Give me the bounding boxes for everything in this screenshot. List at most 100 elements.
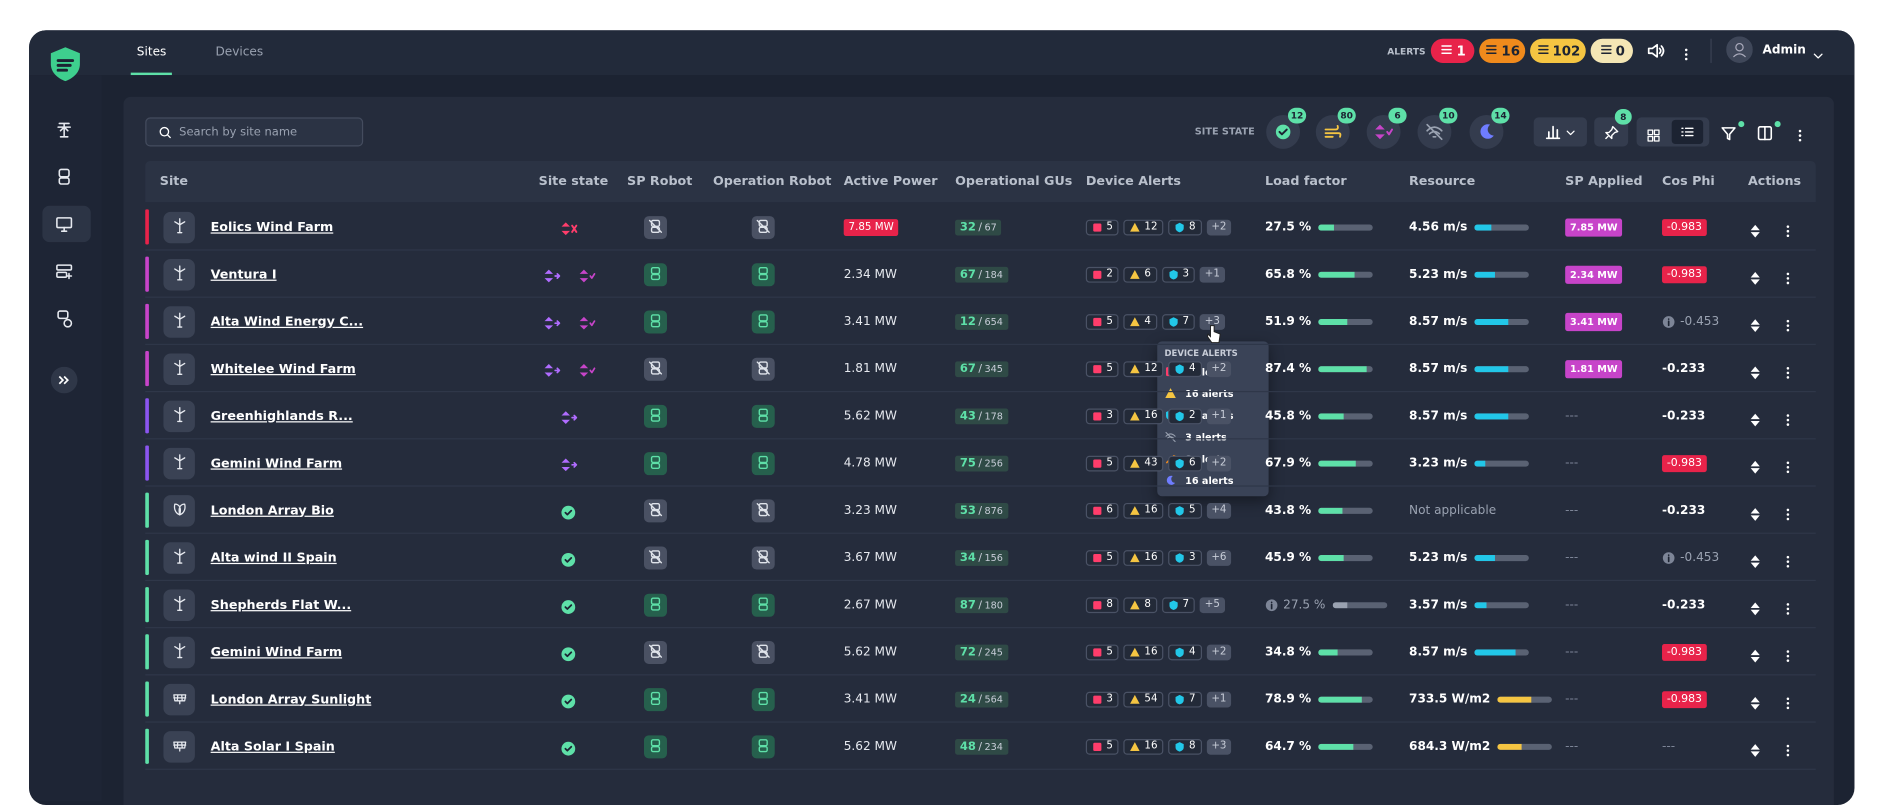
site-name[interactable]: Alta Solar I Spain bbox=[210, 739, 335, 754]
more-alerts[interactable]: +1 bbox=[1199, 266, 1225, 283]
row-menu[interactable] bbox=[1781, 739, 1796, 762]
row-menu[interactable] bbox=[1781, 361, 1796, 384]
sp-robot[interactable] bbox=[643, 404, 667, 428]
logo[interactable] bbox=[48, 46, 82, 82]
sidebar-icon[interactable] bbox=[54, 214, 73, 238]
row-menu[interactable] bbox=[1781, 503, 1796, 526]
sp-robot[interactable] bbox=[643, 640, 667, 664]
alert-badge[interactable]: 5 bbox=[1085, 360, 1120, 377]
operation-robot[interactable] bbox=[751, 545, 775, 569]
site-name[interactable]: Alta wind II Spain bbox=[210, 550, 337, 565]
site-name[interactable]: Shepherds Flat W... bbox=[210, 597, 352, 612]
sp-robot[interactable] bbox=[643, 309, 667, 333]
filter-button[interactable] bbox=[1720, 123, 1737, 146]
more-button[interactable] bbox=[1793, 125, 1808, 148]
sort-handle[interactable] bbox=[1748, 645, 1763, 668]
alert-badge[interactable]: 5 bbox=[1085, 219, 1120, 235]
more-alerts[interactable]: +2 bbox=[1206, 219, 1232, 235]
alert-badge[interactable]: 2 bbox=[1085, 266, 1120, 283]
site-name[interactable]: Gemini Wind Farm bbox=[210, 455, 343, 471]
sort-handle[interactable] bbox=[1748, 220, 1763, 243]
alert-badge[interactable]: 8 bbox=[1168, 738, 1202, 755]
alert-badge[interactable]: 4 bbox=[1123, 313, 1158, 330]
site-state-filter[interactable] bbox=[1366, 114, 1401, 149]
alert-count-badge[interactable]: 1 bbox=[1430, 38, 1475, 63]
alert-badge[interactable]: 5 bbox=[1085, 738, 1120, 755]
sidebar-icon[interactable] bbox=[54, 167, 73, 191]
alert-count-badge[interactable]: 16 bbox=[1479, 38, 1526, 63]
site-name[interactable]: Gemini Wind Farm bbox=[210, 644, 343, 660]
operation-robot[interactable] bbox=[751, 215, 775, 239]
row-menu[interactable] bbox=[1781, 267, 1796, 290]
search-box[interactable]: Search by site name bbox=[145, 117, 364, 147]
alert-badge[interactable]: 3 bbox=[1168, 549, 1202, 566]
grid-view[interactable] bbox=[1646, 125, 1661, 148]
operation-robot[interactable] bbox=[751, 357, 775, 381]
sp-robot[interactable] bbox=[643, 262, 667, 286]
row-menu[interactable] bbox=[1781, 409, 1796, 432]
site-name[interactable]: Eolics Wind Farm bbox=[210, 219, 334, 235]
row-menu[interactable] bbox=[1781, 314, 1796, 337]
operation-robot[interactable] bbox=[751, 262, 775, 286]
sort-handle[interactable] bbox=[1748, 409, 1763, 432]
alert-badge[interactable]: 12 bbox=[1123, 219, 1164, 235]
alert-badge[interactable]: 5 bbox=[1085, 313, 1120, 330]
operation-robot[interactable] bbox=[751, 309, 775, 333]
sidebar-icon[interactable] bbox=[54, 120, 73, 144]
columns-button[interactable] bbox=[1756, 123, 1773, 146]
sp-robot[interactable] bbox=[643, 215, 667, 239]
alert-badge[interactable]: 3 bbox=[1085, 407, 1120, 424]
alert-badge[interactable]: 7 bbox=[1161, 596, 1196, 613]
alert-badge[interactable]: 6 bbox=[1123, 266, 1158, 283]
alert-badge[interactable]: 4 bbox=[1168, 643, 1202, 660]
sort-handle[interactable] bbox=[1748, 314, 1763, 337]
site-name[interactable]: Greenhighlands R... bbox=[210, 408, 353, 424]
menu-button[interactable] bbox=[1679, 44, 1694, 67]
alert-badge[interactable]: 8 bbox=[1123, 596, 1158, 613]
sp-robot[interactable] bbox=[643, 734, 667, 758]
sidebar-icon[interactable] bbox=[54, 309, 73, 333]
alert-badge[interactable]: 16 bbox=[1123, 643, 1164, 660]
sort-handle[interactable] bbox=[1748, 550, 1763, 573]
sp-robot[interactable] bbox=[643, 357, 667, 381]
more-alerts[interactable]: +2 bbox=[1206, 360, 1232, 377]
more-alerts[interactable]: +2 bbox=[1206, 455, 1232, 471]
alert-badge[interactable]: 12 bbox=[1123, 360, 1164, 377]
sort-handle[interactable] bbox=[1748, 503, 1763, 526]
operation-robot[interactable] bbox=[751, 498, 775, 522]
sort-handle[interactable] bbox=[1748, 597, 1763, 620]
more-alerts[interactable]: +1 bbox=[1206, 691, 1232, 707]
more-alerts[interactable]: +5 bbox=[1199, 596, 1225, 613]
alert-badge[interactable]: 16 bbox=[1123, 549, 1164, 566]
operation-robot[interactable] bbox=[751, 451, 775, 475]
user-name[interactable]: Admin bbox=[1762, 43, 1806, 57]
more-alerts[interactable]: +6 bbox=[1206, 549, 1232, 566]
alert-badge[interactable]: 7 bbox=[1161, 313, 1196, 330]
alert-badge[interactable]: 5 bbox=[1168, 502, 1202, 519]
row-menu[interactable] bbox=[1781, 550, 1796, 573]
more-alerts[interactable]: +2 bbox=[1206, 643, 1232, 660]
alert-badge[interactable]: 6 bbox=[1085, 502, 1120, 519]
sp-robot[interactable] bbox=[643, 687, 667, 711]
operation-robot[interactable] bbox=[751, 640, 775, 664]
alert-badge[interactable]: 16 bbox=[1123, 407, 1164, 424]
sort-handle[interactable] bbox=[1748, 267, 1763, 290]
site-name[interactable]: London Array Bio bbox=[210, 502, 334, 518]
site-name[interactable]: Alta Wind Energy C... bbox=[210, 314, 364, 329]
sort-handle[interactable] bbox=[1748, 692, 1763, 715]
operation-robot[interactable] bbox=[751, 687, 775, 711]
sp-robot[interactable] bbox=[643, 545, 667, 569]
alert-badge[interactable]: 6 bbox=[1168, 455, 1202, 471]
alert-badge[interactable]: 54 bbox=[1123, 691, 1164, 707]
site-state-filter[interactable] bbox=[1417, 114, 1452, 149]
site-name[interactable]: Whitelee Wind Farm bbox=[210, 361, 356, 376]
alert-badge[interactable]: 8 bbox=[1085, 596, 1120, 613]
alert-badge[interactable]: 3 bbox=[1085, 691, 1120, 707]
alert-badge[interactable]: 3 bbox=[1161, 266, 1196, 283]
alert-badge[interactable]: 4 bbox=[1168, 360, 1202, 377]
row-menu[interactable] bbox=[1781, 692, 1796, 715]
sidebar-icon[interactable] bbox=[54, 261, 73, 285]
row-menu[interactable] bbox=[1781, 456, 1796, 479]
site-name[interactable]: Ventura I bbox=[210, 266, 277, 282]
more-alerts[interactable]: +1 bbox=[1206, 407, 1232, 424]
